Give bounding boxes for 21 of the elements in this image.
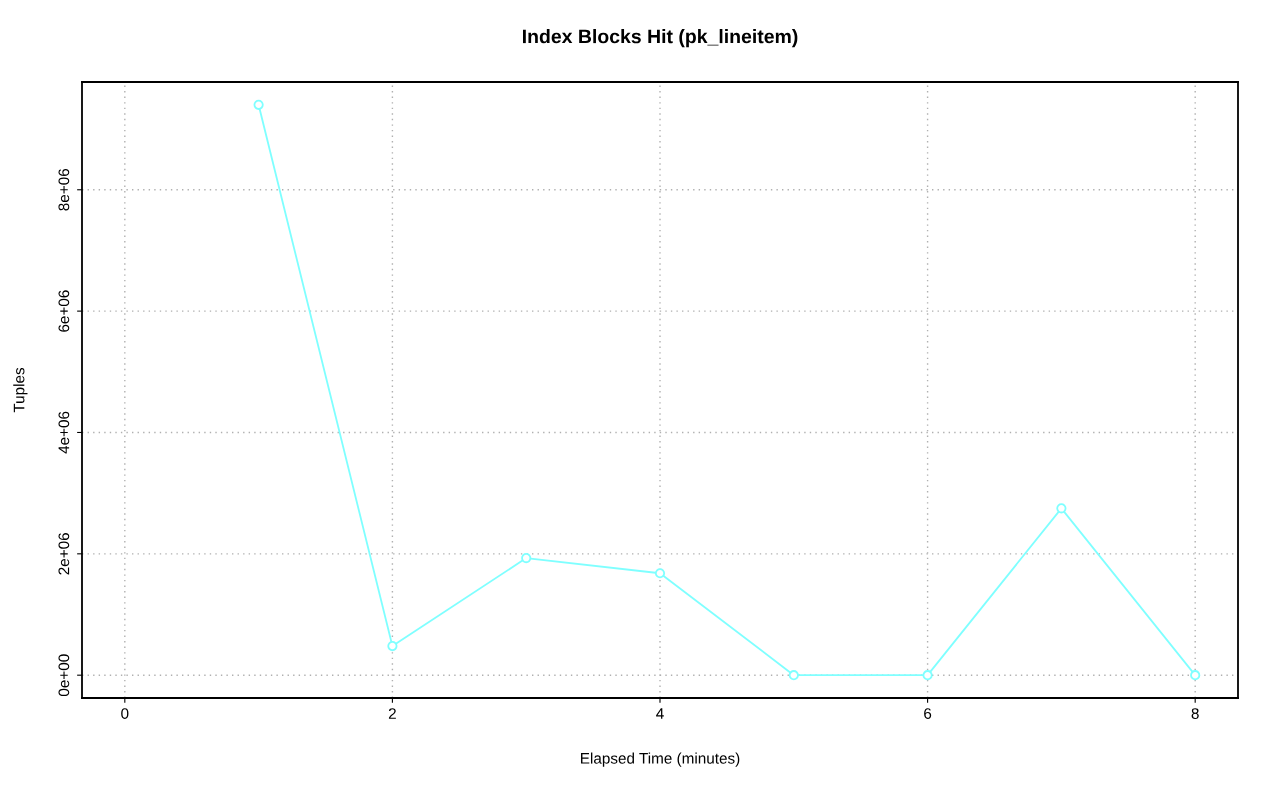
y-axis-title: Tuples <box>13 367 28 413</box>
point <box>788 670 799 681</box>
x-tick-label: 2 <box>388 708 396 719</box>
point <box>1190 670 1201 681</box>
x-tick-label: 0 <box>121 708 129 719</box>
y-tick-label: 2e+06 <box>58 533 70 575</box>
point <box>387 640 398 652</box>
y-tick-label: 6e+06 <box>58 290 70 332</box>
point <box>253 99 264 110</box>
x-axis-title: Elapsed Time (minutes) <box>581 752 740 767</box>
y-tick-label: 0e+00 <box>58 654 70 697</box>
y-tick-label: 8e+06 <box>58 168 70 211</box>
point <box>1056 503 1067 514</box>
point <box>922 670 933 681</box>
x-tick-label: 4 <box>656 708 664 719</box>
point <box>654 568 666 579</box>
x-tick-label: 6 <box>924 708 932 719</box>
point <box>521 553 532 564</box>
chart-title: Index Blocks Hit (pk_lineitem) <box>523 29 798 48</box>
y-tick-label: 4e+06 <box>58 411 70 454</box>
x-tick-label: 8 <box>1191 708 1199 719</box>
